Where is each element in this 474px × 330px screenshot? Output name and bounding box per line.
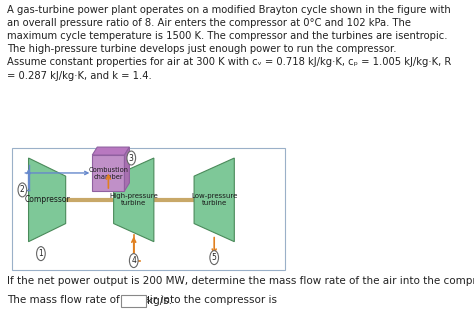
Text: 4: 4 bbox=[131, 256, 136, 265]
Text: kg/s.: kg/s. bbox=[147, 296, 173, 307]
FancyBboxPatch shape bbox=[92, 155, 125, 191]
Text: 2: 2 bbox=[20, 185, 25, 194]
Polygon shape bbox=[28, 158, 66, 242]
Text: The mass flow rate of the air into the compressor is: The mass flow rate of the air into the c… bbox=[7, 295, 277, 306]
Polygon shape bbox=[92, 147, 129, 155]
Text: 3: 3 bbox=[129, 153, 134, 163]
Text: High-pressure
turbine: High-pressure turbine bbox=[109, 193, 158, 206]
Text: Compressor: Compressor bbox=[24, 195, 70, 204]
Circle shape bbox=[127, 151, 136, 165]
Text: Combustion
chamber: Combustion chamber bbox=[88, 167, 128, 181]
Polygon shape bbox=[125, 147, 129, 191]
Polygon shape bbox=[194, 158, 234, 242]
Circle shape bbox=[18, 183, 27, 197]
Circle shape bbox=[210, 251, 219, 265]
Polygon shape bbox=[114, 158, 154, 242]
Circle shape bbox=[36, 247, 45, 261]
Text: 1: 1 bbox=[38, 249, 43, 258]
Circle shape bbox=[129, 254, 138, 268]
Text: If the net power output is 200 MW, determine the mass flow rate of the air into : If the net power output is 200 MW, deter… bbox=[7, 276, 474, 285]
Text: Low-pressure
turbine: Low-pressure turbine bbox=[191, 193, 237, 206]
FancyBboxPatch shape bbox=[12, 148, 285, 270]
FancyBboxPatch shape bbox=[121, 295, 146, 308]
Text: A gas-turbine power plant operates on a modified Brayton cycle shown in the figu: A gas-turbine power plant operates on a … bbox=[7, 5, 451, 81]
Text: 5: 5 bbox=[212, 253, 217, 262]
